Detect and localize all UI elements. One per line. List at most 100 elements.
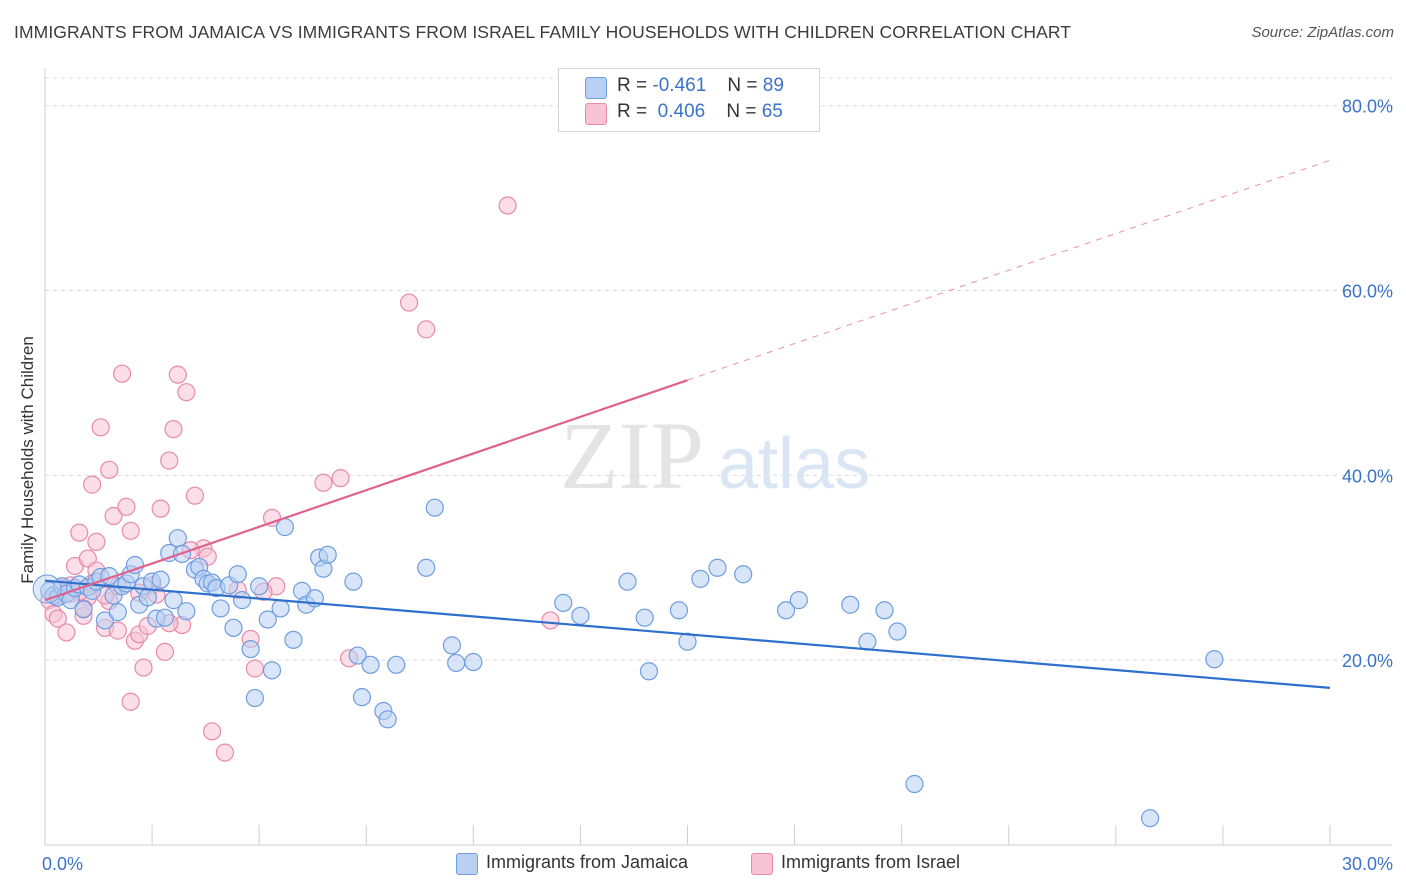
watermark-zip: ZIP bbox=[560, 402, 704, 509]
jamaica-point bbox=[284, 630, 303, 649]
jamaica-point bbox=[262, 661, 282, 680]
jamaica-point bbox=[1140, 809, 1160, 828]
source-label: Source: ZipAtlas.com bbox=[1251, 24, 1394, 41]
jamaica-point bbox=[228, 565, 247, 584]
watermark-atlas: atlas bbox=[718, 424, 870, 504]
jamaica-point bbox=[425, 498, 444, 517]
jamaica-point bbox=[464, 652, 483, 672]
x-tick-label: 30.0% bbox=[1342, 854, 1393, 874]
jamaica-point bbox=[232, 591, 252, 610]
tick-labels: 20.0% 40.0% 60.0% 80.0% 0.0% 30.0% bbox=[42, 97, 1393, 874]
jamaica-point bbox=[888, 622, 907, 641]
israel-point bbox=[164, 420, 183, 439]
israel-point bbox=[48, 609, 67, 628]
stats-box: R = -0.461 N = 89 R = 0.406 N = 65 bbox=[558, 68, 820, 132]
israel-point bbox=[57, 623, 76, 642]
israel-point bbox=[155, 642, 175, 661]
israel-point bbox=[121, 521, 140, 540]
jamaica-point bbox=[155, 608, 175, 627]
jamaica-point bbox=[875, 601, 894, 620]
israel-point bbox=[117, 497, 136, 516]
jamaica-point bbox=[108, 603, 127, 622]
israel-r-label: R = bbox=[617, 101, 648, 122]
israel-point bbox=[91, 418, 110, 437]
israel-points bbox=[40, 196, 560, 762]
jamaica-point bbox=[74, 600, 93, 619]
jamaica-point bbox=[447, 653, 466, 673]
y-axis-label: Family Households with Children bbox=[18, 336, 37, 584]
israel-point bbox=[185, 486, 205, 505]
israel-point bbox=[121, 692, 140, 711]
jamaica-point bbox=[211, 599, 230, 618]
jamaica-point bbox=[554, 593, 573, 612]
jamaica-point bbox=[348, 646, 367, 665]
israel-point bbox=[262, 508, 282, 527]
israel-trend-line bbox=[44, 379, 688, 602]
jamaica-trend-line bbox=[44, 579, 1331, 689]
jamaica-point bbox=[442, 636, 462, 655]
axes bbox=[44, 68, 1392, 846]
israel-point bbox=[160, 451, 179, 470]
israel-swatch bbox=[585, 103, 607, 125]
israel-n-label: N = bbox=[726, 101, 757, 122]
jamaica-point bbox=[271, 599, 290, 618]
jamaica-point bbox=[241, 639, 260, 659]
jamaica-point bbox=[318, 545, 337, 564]
israel-point bbox=[100, 460, 119, 479]
jamaica-point bbox=[250, 577, 269, 596]
israel-point bbox=[108, 621, 127, 640]
israel-r-value: 0.406 bbox=[657, 101, 706, 122]
jamaica-point bbox=[245, 688, 264, 708]
jamaica-point bbox=[571, 606, 590, 625]
israel-point bbox=[87, 532, 106, 551]
jamaica-point bbox=[224, 618, 243, 637]
israel-point bbox=[245, 659, 264, 678]
jamaica-point bbox=[639, 662, 659, 681]
legend-jamaica-label: Immigrants from Jamaica bbox=[486, 852, 689, 872]
trend-lines bbox=[44, 159, 1331, 689]
israel-point bbox=[83, 475, 102, 494]
jamaica-point bbox=[734, 565, 753, 584]
jamaica-point bbox=[344, 572, 363, 591]
jamaica-point bbox=[691, 569, 710, 588]
israel-point bbox=[134, 658, 153, 677]
y-tick-label: 40.0% bbox=[1342, 466, 1393, 486]
israel-point bbox=[104, 506, 123, 526]
jamaica-r-value: -0.461 bbox=[652, 75, 707, 96]
israel-point bbox=[112, 364, 132, 383]
jamaica-point bbox=[361, 655, 380, 674]
jamaica-point bbox=[417, 558, 436, 577]
israel-point bbox=[168, 365, 187, 384]
jamaica-point bbox=[258, 610, 277, 629]
jamaica-point bbox=[151, 570, 170, 589]
jamaica-point bbox=[387, 655, 406, 674]
jamaica-point bbox=[678, 632, 697, 651]
jamaica-point bbox=[95, 611, 115, 630]
jamaica-point bbox=[905, 774, 924, 794]
israel-point bbox=[331, 469, 350, 488]
israel-point bbox=[151, 499, 170, 518]
legend-israel-swatch bbox=[751, 853, 773, 875]
jamaica-point bbox=[618, 572, 637, 591]
jamaica-point bbox=[858, 632, 877, 651]
israel-point bbox=[215, 743, 234, 762]
israel-point bbox=[417, 320, 436, 339]
jamaica-point bbox=[708, 558, 727, 577]
chart-title: IMMIGRANTS FROM JAMAICA VS IMMIGRANTS FR… bbox=[14, 22, 1072, 42]
israel-point bbox=[541, 611, 560, 630]
jamaica-point bbox=[841, 595, 860, 614]
jamaica-point bbox=[177, 602, 196, 621]
jamaica-point bbox=[138, 588, 157, 607]
israel-point bbox=[202, 722, 222, 741]
israel-point bbox=[399, 293, 419, 312]
jamaica-r-label: R = bbox=[617, 75, 648, 96]
jamaica-n-label: N = bbox=[727, 75, 758, 96]
jamaica-swatch bbox=[585, 77, 607, 99]
jamaica-point bbox=[776, 601, 796, 620]
legend-israel-label: Immigrants from Israel bbox=[781, 852, 961, 872]
jamaica-point bbox=[669, 601, 689, 620]
israel-point bbox=[70, 523, 89, 542]
jamaica-point bbox=[378, 710, 397, 729]
jamaica-n-value: 89 bbox=[762, 75, 784, 96]
